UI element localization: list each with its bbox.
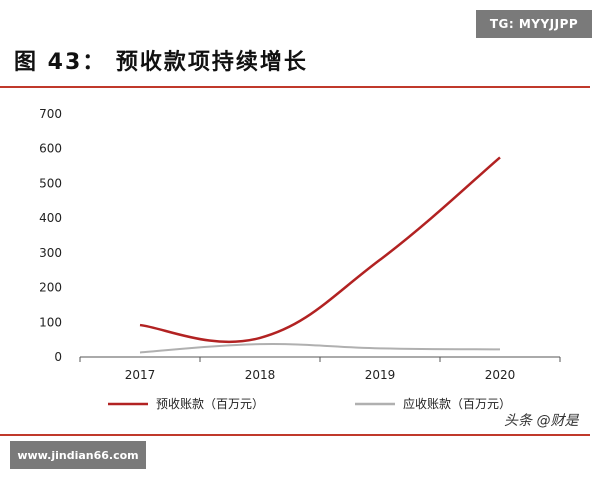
series-lines (139, 156, 501, 354)
chart-title: 图 43： 预收款项持续增长 (14, 50, 308, 75)
watermark-source: 头条 @财是 (504, 413, 579, 429)
series-line (139, 343, 501, 354)
x-axis-ticks: 2017 2018 2019 2020 (125, 368, 516, 382)
x-tick-label: 2018 (245, 368, 276, 382)
y-tick-label: 500 (39, 176, 62, 190)
watermark-top: TG: MYYJJPP (476, 10, 592, 38)
legend-label: 预收账款（百万元） (156, 397, 264, 411)
y-tick-label: 600 (39, 142, 62, 156)
watermark-bottom: www.jindian66.com (10, 441, 146, 469)
y-tick-label: 700 (39, 107, 62, 121)
y-tick-label: 100 (39, 315, 62, 329)
series-line (139, 156, 501, 344)
title-divider (0, 86, 590, 88)
legend: 预收账款（百万元） 应收账款（百万元） (108, 396, 511, 411)
x-tick-label: 2020 (485, 368, 516, 382)
y-tick-label: 200 (39, 281, 62, 295)
x-tick-label: 2019 (365, 368, 396, 382)
y-axis-ticks: 0 100 200 300 400 500 600 700 (39, 107, 62, 364)
y-tick-label: 300 (39, 246, 62, 260)
legend-label: 应收账款（百万元） (403, 396, 511, 411)
chart-axes (79, 356, 561, 362)
y-tick-label: 0 (54, 350, 62, 364)
x-tick-label: 2017 (125, 368, 156, 382)
y-tick-label: 400 (39, 211, 62, 225)
bottom-divider (0, 434, 590, 436)
